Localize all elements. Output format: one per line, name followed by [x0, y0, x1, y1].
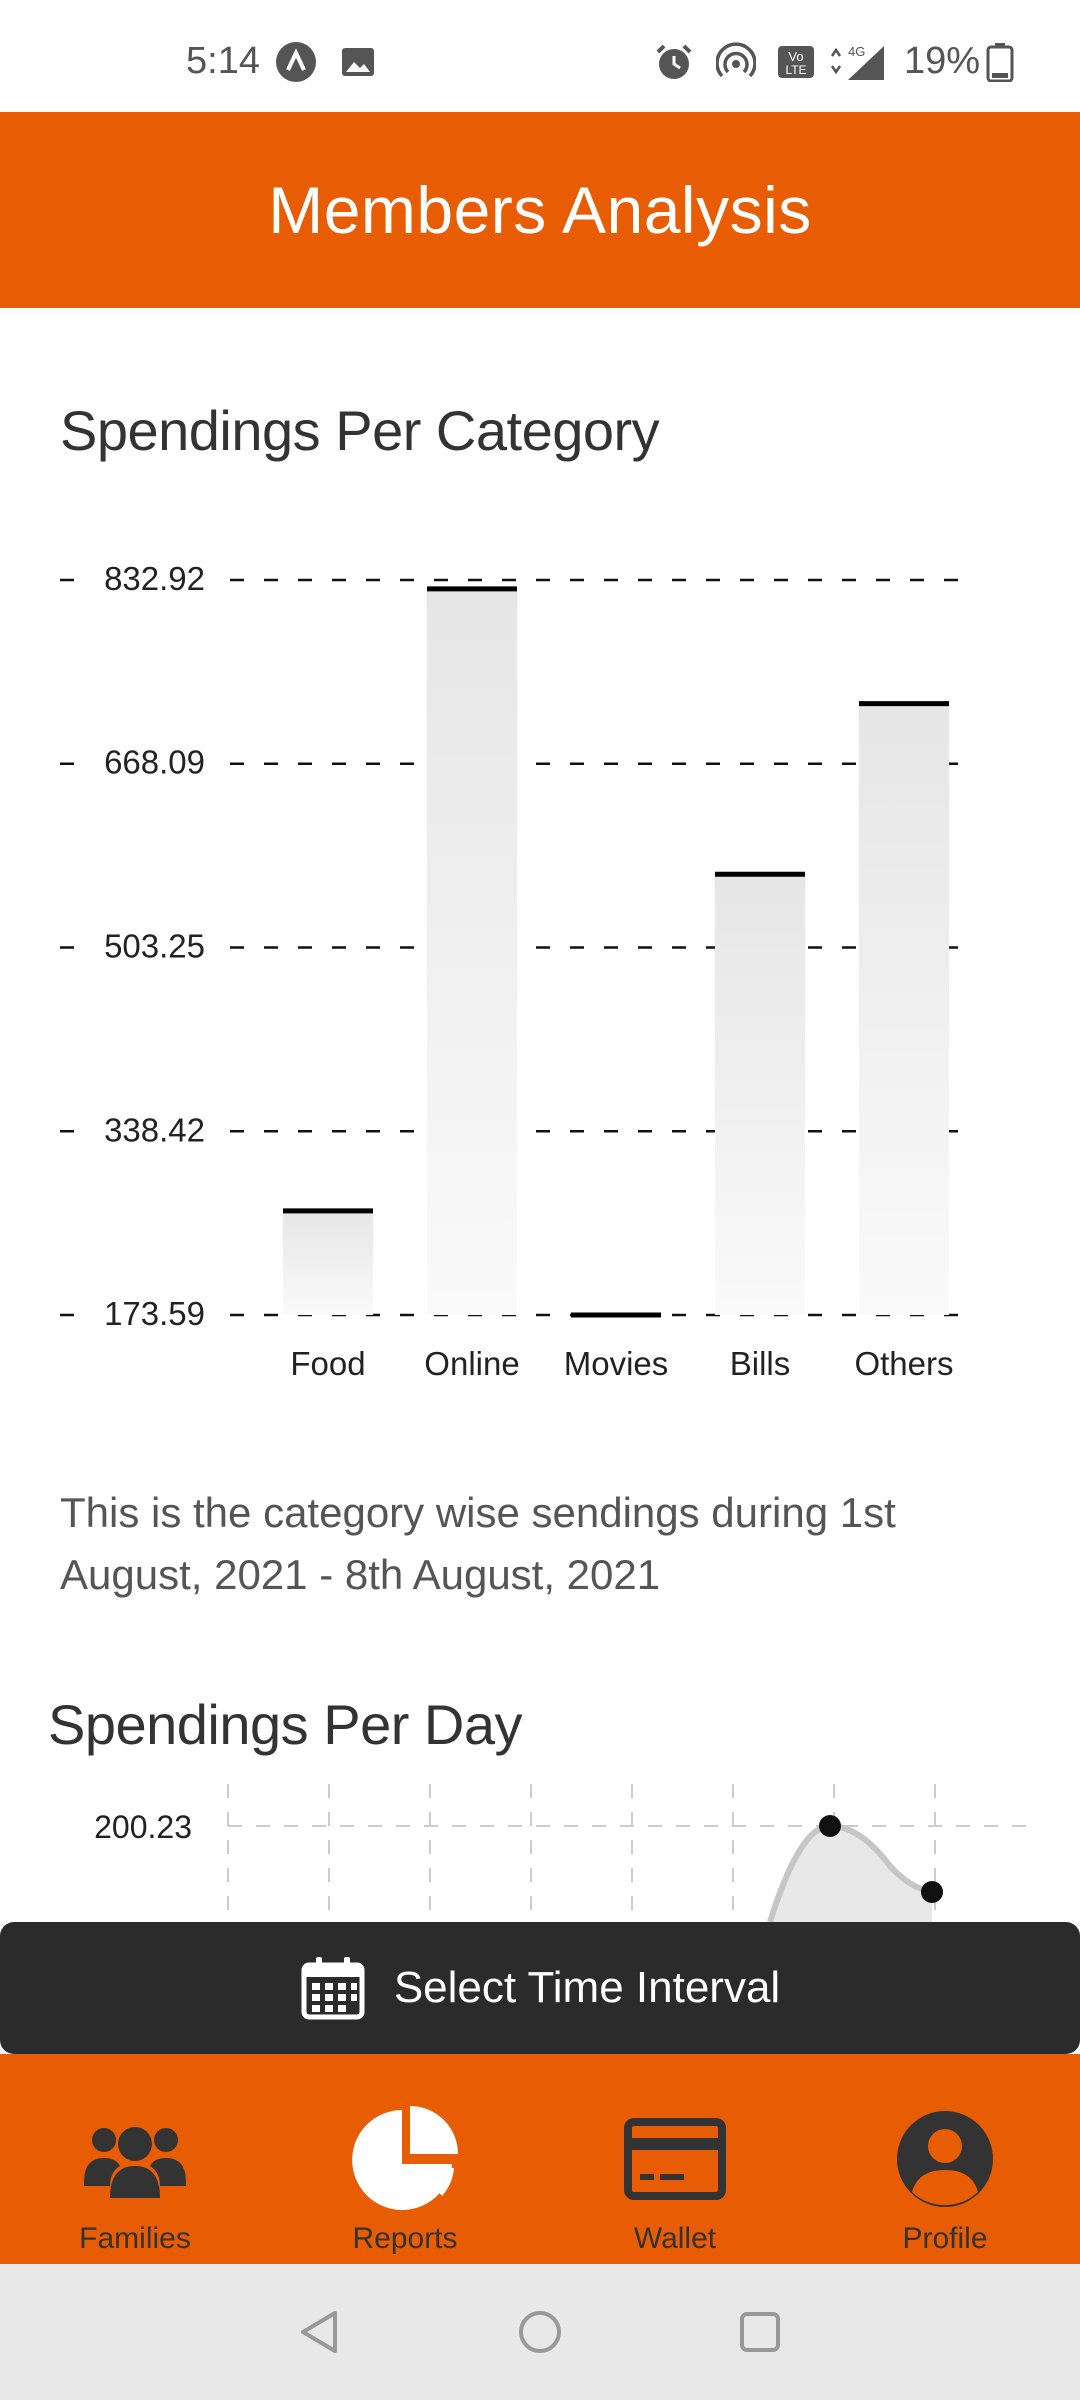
bar-others[interactable]	[859, 703, 949, 1315]
battery-icon	[986, 43, 1014, 82]
series-line	[767, 1822, 933, 1922]
page-title: Members Analysis	[268, 173, 812, 247]
status-bar: 5:14 Vo LTE 4G 19%	[0, 0, 1080, 112]
tick-label-background	[92, 558, 214, 596]
status-time: 5:14	[186, 40, 260, 82]
x-tick-label: Bills	[730, 1345, 791, 1382]
x-tick-label: Food	[290, 1345, 365, 1382]
battery-percentage: 19%	[904, 40, 981, 82]
y-tick-label: 200.23	[94, 1809, 192, 1845]
system-navigation-bar	[0, 2264, 1080, 2400]
nav-label-families: Families	[79, 2222, 191, 2255]
nav-label-wallet: Wallet	[633, 2222, 717, 2255]
profile-icon	[897, 2111, 993, 2207]
svg-text:Vo: Vo	[788, 49, 803, 64]
nav-label-reports: Reports	[352, 2222, 458, 2255]
tick-label-background	[92, 1293, 214, 1331]
nav-item-wallet[interactable]: Wallet	[540, 2054, 810, 2264]
nav-label-profile: Profile	[902, 2222, 988, 2255]
category-caption: This is the category wise sendings durin…	[60, 1489, 896, 1598]
families-icon	[84, 2127, 186, 2198]
app-header: Members Analysis	[0, 112, 1080, 308]
x-tick-label: Others	[854, 1345, 953, 1382]
signal-4g-icon: 4G	[830, 44, 884, 80]
snackbar-label: Select Time Interval	[393, 1963, 781, 2012]
nav-item-reports[interactable]: Reports	[270, 2054, 540, 2264]
hotspot-icon	[716, 42, 756, 78]
volte-icon: Vo LTE	[778, 46, 814, 78]
y-tick-label: 668.09	[104, 744, 205, 781]
svg-text:4G: 4G	[848, 44, 865, 59]
data-point[interactable]	[921, 1881, 943, 1903]
select-time-interval-button[interactable]: Select Time Interval	[0, 1922, 1080, 2054]
bar-bills[interactable]	[715, 874, 805, 1315]
alarm-icon	[656, 44, 692, 79]
x-tick-label: Online	[424, 1345, 519, 1382]
tick-label-background	[92, 741, 214, 780]
app-a-icon	[276, 42, 316, 82]
day-section-title: Spendings Per Day	[48, 1693, 523, 1756]
pie-chart-icon	[352, 2106, 458, 2210]
day-area-chart: 200.23	[94, 1784, 1035, 1922]
area-fill	[770, 1826, 932, 1922]
category-section-title: Spendings Per Category	[60, 399, 660, 462]
svg-text:LTE: LTE	[785, 63, 806, 77]
home-icon[interactable]	[515, 2307, 565, 2357]
y-tick-label: 832.92	[104, 560, 205, 597]
y-tick-label: 503.25	[104, 928, 205, 965]
bar-food[interactable]	[283, 1210, 373, 1315]
nav-item-families[interactable]: Families	[0, 2054, 270, 2264]
recents-icon[interactable]	[735, 2307, 785, 2357]
bar-online[interactable]	[427, 588, 517, 1315]
back-icon[interactable]	[295, 2307, 345, 2357]
nav-item-profile[interactable]: Profile	[810, 2054, 1080, 2264]
calendar-icon	[301, 1957, 365, 2020]
image-icon	[342, 48, 374, 76]
data-point[interactable]	[819, 1815, 841, 1837]
tick-label-background	[92, 925, 214, 964]
bottom-navigation: Families Reports Wallet Profile	[0, 2054, 1080, 2264]
y-tick-label: 173.59	[104, 1295, 205, 1332]
y-tick-label: 338.42	[104, 1111, 205, 1148]
tick-label-background	[92, 1109, 214, 1148]
category-bar-chart: 832.92 668.09 503.25 338.42 173.59 Food Online…	[60, 558, 960, 1382]
x-tick-label: Movies	[564, 1345, 669, 1382]
wallet-icon	[624, 2118, 726, 2200]
